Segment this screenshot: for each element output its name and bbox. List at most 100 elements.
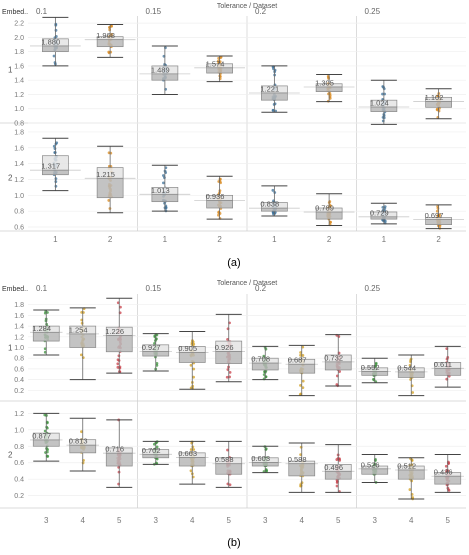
- box-0.2-ds3-embed1: 0.708: [249, 345, 282, 381]
- box-0.25-ds2-embed2: 0.697: [413, 204, 464, 230]
- box-0.15-ds5-embed2: 0.588: [212, 440, 245, 488]
- box-lower-half: [142, 351, 170, 357]
- data-point: [329, 204, 332, 208]
- x-tick-label-dataset-3: 3: [263, 516, 268, 525]
- median-value-label: 0.813: [69, 437, 88, 446]
- median-value-label: 0.663: [178, 449, 197, 458]
- box-0.1-ds2-embed1: 1.968: [84, 24, 136, 58]
- row-header-label: Embed..: [2, 286, 28, 293]
- median-value-label: 1.305: [315, 78, 334, 87]
- data-point: [299, 351, 302, 354]
- median-value-label: 0.687: [288, 356, 307, 365]
- median-value-label: 0.436: [434, 468, 453, 477]
- panel-a: Tolerance / Dataset Embed.. 0.1 0.15 0.2 0.25…: [0, 3, 466, 269]
- y-tick-label: 0.6: [14, 366, 24, 373]
- data-point: [52, 144, 56, 148]
- data-point: [299, 353, 302, 357]
- box-lower-half: [32, 439, 60, 447]
- y-tick-label: 1.6: [14, 313, 24, 320]
- box-lower-half: [315, 86, 343, 92]
- data-point: [55, 141, 59, 145]
- x-tick-label-dataset-3: 3: [44, 516, 49, 525]
- box-lower-half: [151, 73, 179, 81]
- data-point: [226, 337, 229, 341]
- y-tick-label: 1.6: [14, 145, 24, 152]
- data-point: [80, 430, 83, 434]
- data-point: [107, 199, 111, 202]
- data-point: [81, 356, 85, 360]
- median-value-label: 1.024: [370, 99, 389, 108]
- box-0.15-ds2-embed2: 0.936: [194, 175, 245, 220]
- box-lower-half: [261, 207, 288, 212]
- box-0.1-ds4-embed1: 1.254: [66, 307, 99, 381]
- x-tick-label-dataset-1: 1: [272, 235, 277, 244]
- box-lower-half: [361, 371, 389, 376]
- box-lower-half: [370, 216, 398, 220]
- data-point: [228, 483, 232, 487]
- data-point: [225, 375, 229, 379]
- median-value-label: 0.732: [324, 353, 343, 362]
- box-lower-half: [178, 457, 206, 467]
- box-0.1-ds3-embed2: 0.877: [30, 412, 63, 462]
- y-tick-label: 0.6: [14, 225, 24, 232]
- data-point: [408, 488, 412, 491]
- box-lower-half: [288, 363, 316, 374]
- data-point: [155, 361, 159, 365]
- median-value-label: 1.489: [151, 65, 170, 74]
- median-value-label: 1.013: [151, 186, 170, 195]
- box-lower-half: [251, 462, 279, 467]
- x-tick-label-dataset-4: 4: [190, 516, 195, 525]
- data-point: [299, 453, 302, 457]
- median-value-label: 0.926: [215, 343, 234, 352]
- box-lower-half: [261, 92, 288, 101]
- row-label-embed-1: 1: [8, 344, 13, 353]
- data-point: [301, 379, 305, 383]
- median-value-label: 0.905: [178, 344, 197, 353]
- y-tick-label: 0.8: [14, 121, 24, 128]
- box-lower-half: [215, 463, 243, 475]
- box-lower-half: [397, 469, 425, 480]
- data-point: [52, 54, 56, 58]
- data-point: [192, 448, 196, 451]
- x-tick-label-dataset-4: 4: [300, 516, 305, 525]
- y-tick-label: 1.8: [14, 302, 24, 309]
- box-lower-half: [96, 177, 124, 199]
- data-point: [374, 361, 378, 365]
- tolerance-header-0.2: 0.2: [255, 7, 267, 16]
- row-label-embed-2: 2: [8, 174, 13, 183]
- box-0.25-ds1-embed2: 0.729: [358, 202, 410, 225]
- panel-caption: (a): [227, 257, 240, 269]
- y-tick-label: 1.2: [14, 334, 24, 341]
- y-tick-label: 1.2: [14, 177, 24, 184]
- data-point: [337, 335, 341, 338]
- x-tick-label-dataset-5: 5: [227, 516, 232, 525]
- median-value-label: 1.102: [425, 93, 444, 102]
- data-point: [335, 484, 339, 488]
- box-0.1-ds1-embed1: 1.880: [30, 16, 81, 67]
- x-tick-label-dataset-1: 1: [163, 235, 168, 244]
- box-0.15-ds3-embed2: 0.702: [139, 440, 172, 466]
- median-value-label: 0.877: [32, 431, 51, 440]
- data-point: [189, 469, 193, 473]
- box-lower-half: [206, 200, 233, 209]
- tolerance-header-0.2: 0.2: [255, 284, 267, 293]
- box-0.25-ds4-embed1: 0.544: [395, 354, 428, 397]
- data-point: [444, 464, 448, 468]
- tolerance-header-0.1: 0.1: [36, 284, 48, 293]
- x-tick-label-dataset-2: 2: [327, 235, 332, 244]
- median-value-label: 0.588: [288, 455, 307, 464]
- data-point: [338, 370, 341, 373]
- median-value-label: 0.789: [315, 204, 334, 213]
- data-point: [155, 333, 159, 337]
- data-point: [435, 209, 439, 213]
- y-tick-label: 1.4: [14, 161, 24, 168]
- box-lower-half: [42, 45, 69, 53]
- data-point: [408, 363, 412, 367]
- box-0.15-ds1-embed2: 1.013: [139, 164, 191, 213]
- box-0.1-ds5-embed1: 1.226: [103, 297, 136, 374]
- data-point: [301, 354, 305, 357]
- data-point: [79, 353, 83, 357]
- y-tick-label: 1.2: [14, 92, 24, 99]
- box-lower-half: [324, 361, 352, 371]
